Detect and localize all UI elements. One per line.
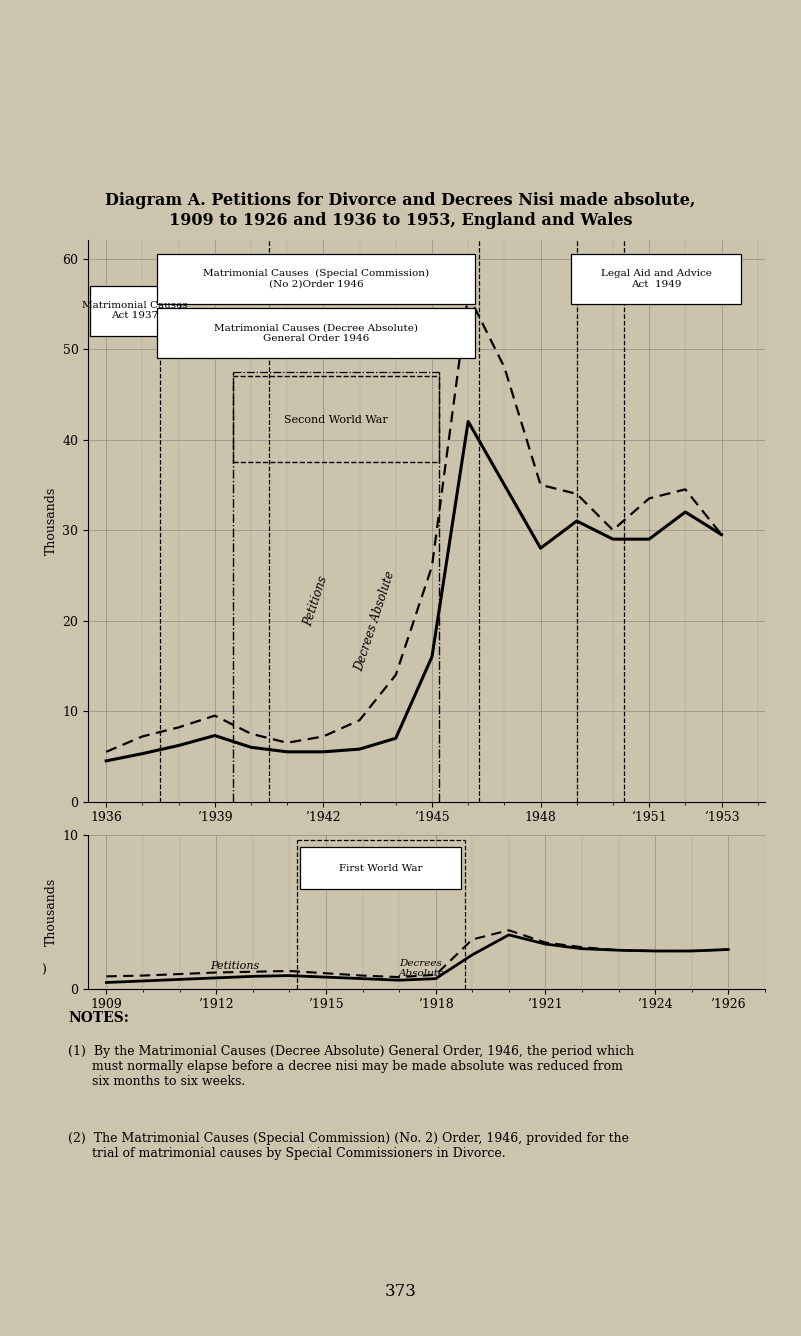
FancyBboxPatch shape [300,847,461,888]
Text: Matrimonial Causes  (Special Commission)
(No 2)Order 1946: Matrimonial Causes (Special Commission) … [203,269,429,289]
Text: Petitions: Petitions [210,961,259,971]
FancyBboxPatch shape [90,286,180,335]
Text: Matrimonial Causes (Decree Absolute)
General Order 1946: Matrimonial Causes (Decree Absolute) Gen… [214,323,418,343]
Text: 1909 to 1926 and 1936 to 1953, England and Wales: 1909 to 1926 and 1936 to 1953, England a… [169,212,632,228]
Y-axis label: Thousands: Thousands [45,878,58,946]
FancyBboxPatch shape [571,254,742,303]
Text: Petitions: Petitions [302,574,330,628]
FancyBboxPatch shape [157,309,476,358]
Text: Diagram A. Petitions for Divorce and Decrees Nisi made absolute,: Diagram A. Petitions for Divorce and Dec… [105,192,696,208]
Text: 373: 373 [384,1283,417,1300]
Text: Decrees
Absolute: Decrees Absolute [399,959,445,978]
Text: NOTES:: NOTES: [68,1011,129,1025]
Text: (1)  By the Matrimonial Causes (Decree Absolute) General Order, 1946, the period: (1) By the Matrimonial Causes (Decree Ab… [68,1045,634,1088]
Text: ): ) [41,963,46,977]
Text: Decrees Absolute: Decrees Absolute [352,570,397,673]
Text: Matrimonial Causes
Act 1937: Matrimonial Causes Act 1937 [83,301,188,321]
Text: Second World War: Second World War [284,414,388,425]
Y-axis label: Thousands: Thousands [45,486,58,556]
FancyBboxPatch shape [157,254,476,303]
Text: First World War: First World War [339,863,423,872]
Text: Legal Aid and Advice
Act  1949: Legal Aid and Advice Act 1949 [601,270,712,289]
Text: (2)  The Matrimonial Causes (Special Commission) (No. 2) Order, 1946, provided f: (2) The Matrimonial Causes (Special Comm… [68,1132,629,1160]
